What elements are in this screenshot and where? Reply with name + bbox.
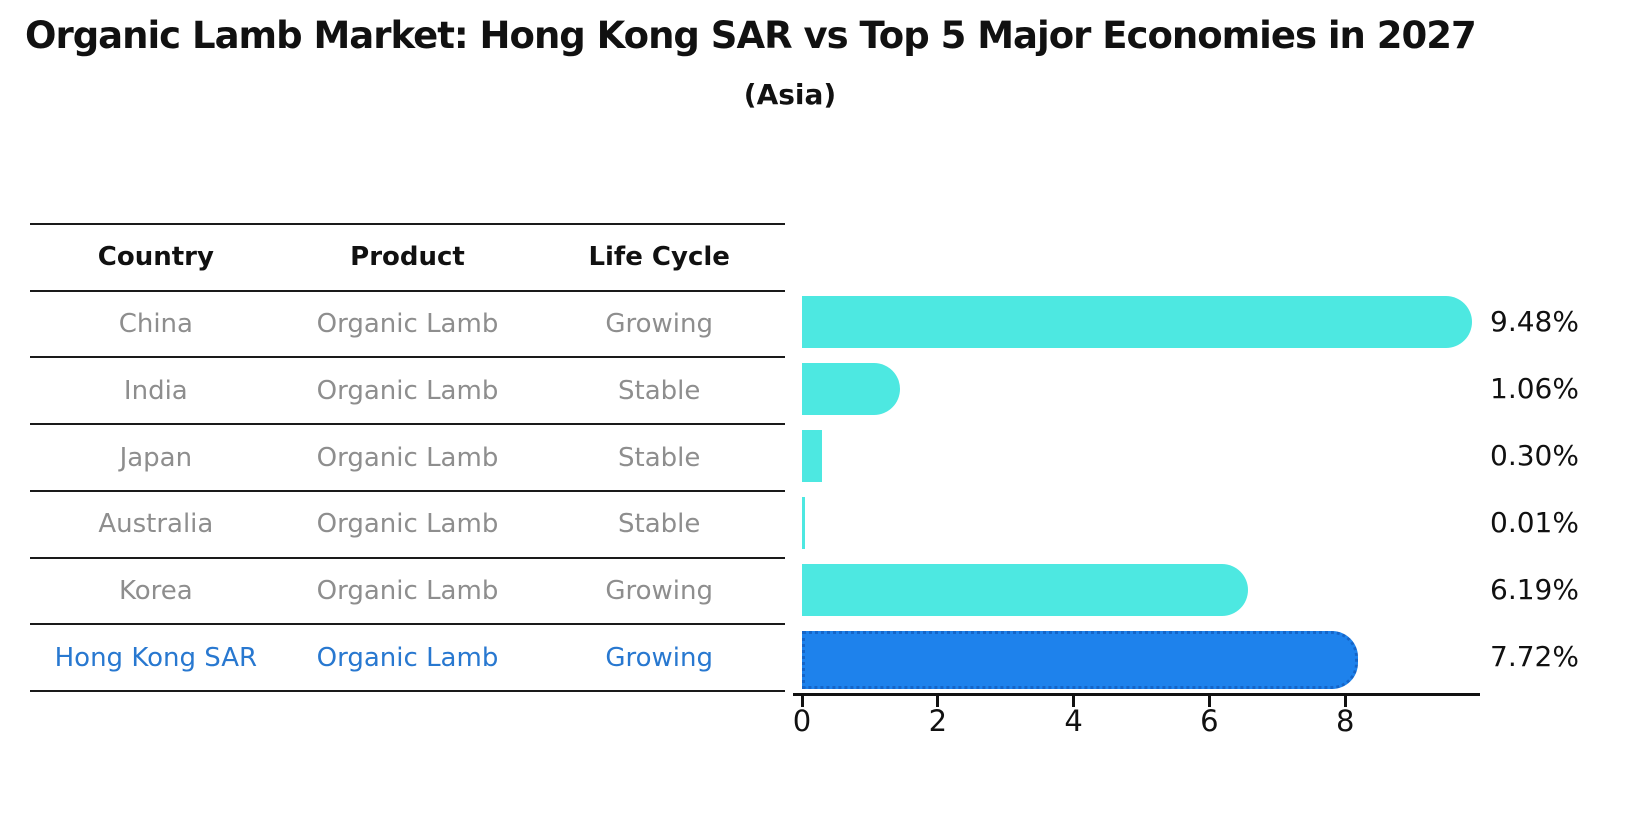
- bar-value-label: 7.72%: [1490, 639, 1579, 673]
- table-cell-product: Organic Lamb: [316, 642, 499, 673]
- bar-india: [802, 363, 900, 416]
- bar-value-label: 0.01%: [1490, 505, 1579, 539]
- table-header-row: Country Product Life Cycle: [30, 225, 785, 292]
- table-cell-product: Organic Lamb: [316, 575, 499, 606]
- chart-title: Organic Lamb Market: Hong Kong SAR vs To…: [25, 14, 1477, 57]
- table-cell-product: Organic Lamb: [316, 442, 499, 473]
- x-axis-tick-label: 6: [1200, 704, 1219, 738]
- x-axis-tick-label: 4: [1064, 704, 1083, 738]
- table-cell-life_cycle: Growing: [605, 642, 713, 673]
- table-cell-life_cycle: Stable: [618, 442, 701, 473]
- x-axis-tick: [1343, 696, 1347, 707]
- table-cell-country: China: [118, 309, 193, 340]
- x-axis-tick: [1207, 696, 1211, 707]
- table-cell-country: India: [123, 375, 188, 406]
- table-cell-product: Organic Lamb: [316, 375, 499, 406]
- table-header-product: Product: [350, 242, 465, 273]
- table-row: Australia Organic Lamb Stable: [30, 492, 785, 559]
- bar-highlight-hong-kong-sar: [802, 630, 1359, 689]
- table-cell-life_cycle: Stable: [618, 375, 701, 406]
- table-row: Hong Kong SAR Organic Lamb Growing: [30, 625, 785, 693]
- bar-value-label: 1.06%: [1490, 372, 1579, 406]
- x-axis-tick: [1072, 696, 1076, 707]
- x-axis-tick: [936, 696, 940, 707]
- x-axis-tick-label: 8: [1335, 704, 1355, 738]
- x-axis-tick-label: 0: [792, 704, 812, 738]
- x-axis-line: [793, 693, 1480, 696]
- table-row: Japan Organic Lamb Stable: [30, 425, 785, 492]
- bar-australia: [802, 496, 805, 549]
- table-header-country: Country: [97, 242, 214, 273]
- table-cell-country: Japan: [119, 442, 193, 473]
- bar-value-label: 6.19%: [1490, 572, 1579, 606]
- table-cell-life_cycle: Growing: [605, 575, 713, 606]
- table-row: Korea Organic Lamb Growing: [30, 559, 785, 626]
- bar-japan: [802, 430, 823, 483]
- table-header-life_cycle: Life Cycle: [588, 242, 730, 273]
- x-axis-tick-label: 2: [928, 704, 948, 738]
- table-cell-country: Korea: [118, 575, 193, 606]
- table-cell-product: Organic Lamb: [316, 509, 499, 540]
- table-cell-life_cycle: Growing: [605, 309, 713, 340]
- table-row: China Organic Lamb Growing: [30, 292, 785, 359]
- country-table: Country Product Life Cycle China Organic La…: [30, 223, 785, 693]
- bar-korea: [802, 563, 1249, 616]
- table-cell-country: Australia: [98, 509, 214, 540]
- bar-value-label: 0.30%: [1490, 439, 1579, 473]
- table-cell-country: Hong Kong SAR: [54, 642, 258, 673]
- bar-value-label: 9.48%: [1490, 305, 1579, 339]
- table-row: India Organic Lamb Stable: [30, 358, 785, 426]
- table-cell-life_cycle: Stable: [618, 509, 701, 540]
- bar-china: [802, 296, 1472, 349]
- x-axis-tick: [800, 696, 804, 707]
- chart-subtitle: (Asia): [743, 78, 837, 111]
- table-cell-product: Organic Lamb: [316, 309, 499, 340]
